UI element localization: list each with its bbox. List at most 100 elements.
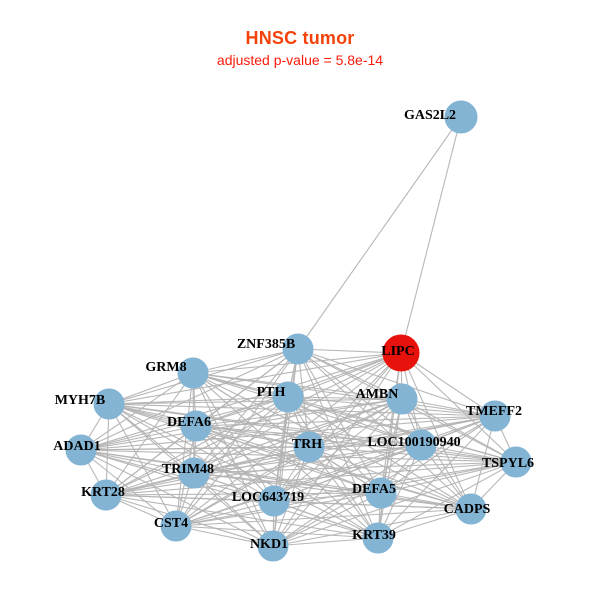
graph-node-cst4[interactable] bbox=[160, 510, 192, 542]
graph-edge bbox=[273, 492, 382, 502]
page-subtitle: adjusted p-value = 5.8e-14 bbox=[216, 52, 384, 68]
graph-edge bbox=[400, 352, 472, 510]
graph-edge bbox=[108, 352, 402, 405]
graph-edge bbox=[193, 472, 472, 510]
graph-edge bbox=[105, 396, 289, 496]
graph-edge bbox=[105, 372, 194, 496]
graph-edge bbox=[193, 398, 403, 474]
graph-edge bbox=[108, 403, 472, 510]
graph-edge bbox=[470, 415, 496, 510]
graph-node-tmeff2[interactable] bbox=[479, 400, 511, 432]
graph-edge bbox=[108, 403, 422, 446]
graph-edge bbox=[273, 444, 422, 502]
graph-edge bbox=[287, 396, 472, 510]
graph-node-znf385b[interactable] bbox=[282, 333, 314, 365]
graph-edge bbox=[80, 425, 197, 451]
graph-node-gas2l2[interactable] bbox=[444, 100, 478, 134]
graph-edge bbox=[273, 348, 299, 502]
graph-edge bbox=[175, 446, 310, 527]
graph-node-trim48[interactable] bbox=[178, 457, 210, 489]
graph-edge bbox=[420, 444, 517, 463]
graph-edge bbox=[193, 348, 299, 474]
edge-layer bbox=[80, 116, 517, 547]
graph-node-ambn[interactable] bbox=[386, 383, 418, 415]
graph-node-myh7b[interactable] bbox=[93, 388, 125, 420]
graph-edge bbox=[105, 494, 379, 539]
graph-edge bbox=[195, 425, 310, 448]
graph-edge bbox=[297, 116, 462, 350]
graph-edge bbox=[108, 396, 289, 405]
graph-node-tspyl6[interactable] bbox=[500, 446, 532, 478]
graph-node-trh[interactable] bbox=[293, 431, 325, 463]
graph-node-krt28[interactable] bbox=[90, 479, 122, 511]
graph-node-defa5[interactable] bbox=[365, 477, 397, 509]
graph-edge bbox=[193, 396, 289, 474]
page-title: HNSC tumor bbox=[245, 28, 355, 48]
graph-edge bbox=[105, 444, 422, 496]
graph-edge bbox=[175, 500, 275, 527]
graph-edge bbox=[400, 116, 462, 354]
graph-edge bbox=[80, 449, 195, 474]
graph-edge bbox=[195, 425, 517, 463]
graph-edge bbox=[192, 348, 299, 374]
graph-edge bbox=[195, 396, 289, 427]
graph-node-grm8[interactable] bbox=[177, 357, 209, 389]
graph-edge bbox=[175, 415, 496, 527]
graph-edge bbox=[287, 396, 403, 400]
graph-node-defa6[interactable] bbox=[180, 410, 212, 442]
graph-edge bbox=[401, 398, 496, 417]
graph-edge bbox=[272, 537, 379, 547]
graph-edge bbox=[380, 461, 517, 494]
graph-edge bbox=[377, 398, 403, 539]
graph-edge bbox=[175, 372, 194, 527]
graph-edge bbox=[193, 472, 382, 494]
graph-node-nkd1[interactable] bbox=[257, 530, 289, 562]
graph-edge bbox=[108, 398, 403, 405]
graph-node-krt39[interactable] bbox=[362, 522, 394, 554]
graph-edge bbox=[80, 449, 275, 502]
graph-edge bbox=[273, 461, 517, 502]
graph-edge bbox=[272, 446, 310, 547]
graph-edge bbox=[377, 444, 422, 539]
graph-edge bbox=[272, 461, 517, 547]
graph-edge bbox=[80, 446, 310, 451]
graph-edge bbox=[273, 500, 379, 539]
graph-node-cadps[interactable] bbox=[455, 493, 487, 525]
graph-edge bbox=[175, 525, 274, 547]
graph-edge bbox=[272, 396, 289, 547]
graph-edge bbox=[195, 425, 379, 539]
graph-edge bbox=[193, 415, 496, 474]
graph-edge bbox=[108, 403, 177, 527]
graph-edge bbox=[105, 492, 382, 496]
graph-edge bbox=[308, 398, 403, 448]
graph-edge bbox=[105, 461, 517, 496]
graph-edge bbox=[195, 425, 472, 510]
graph-edge bbox=[401, 398, 472, 510]
graph-edge bbox=[80, 449, 472, 510]
graph-edge bbox=[377, 508, 472, 539]
graph-edge bbox=[287, 396, 517, 463]
graph-edge bbox=[192, 372, 496, 417]
graph-edge bbox=[80, 449, 177, 527]
graph-edge bbox=[193, 461, 517, 474]
graph-edge bbox=[193, 472, 274, 547]
graph-edge bbox=[400, 352, 496, 417]
graph-node-lipc[interactable] bbox=[382, 334, 420, 372]
graph-node-pth[interactable] bbox=[272, 381, 304, 413]
graph-node-adad1[interactable] bbox=[65, 434, 97, 466]
graph-edge bbox=[400, 352, 517, 463]
graph-node-loc643719[interactable] bbox=[258, 485, 290, 517]
graph-edge bbox=[377, 461, 517, 539]
graph-edge bbox=[195, 425, 274, 547]
graph-edge bbox=[175, 396, 289, 527]
graph-edge bbox=[195, 415, 496, 427]
graph-node-loc100190940[interactable] bbox=[405, 429, 437, 461]
graph-edge bbox=[108, 403, 195, 474]
graph-edge bbox=[108, 403, 382, 494]
graph-edge bbox=[297, 348, 403, 400]
node-layer bbox=[65, 100, 532, 562]
graph-edge bbox=[175, 508, 472, 527]
graph-edge bbox=[80, 415, 496, 451]
